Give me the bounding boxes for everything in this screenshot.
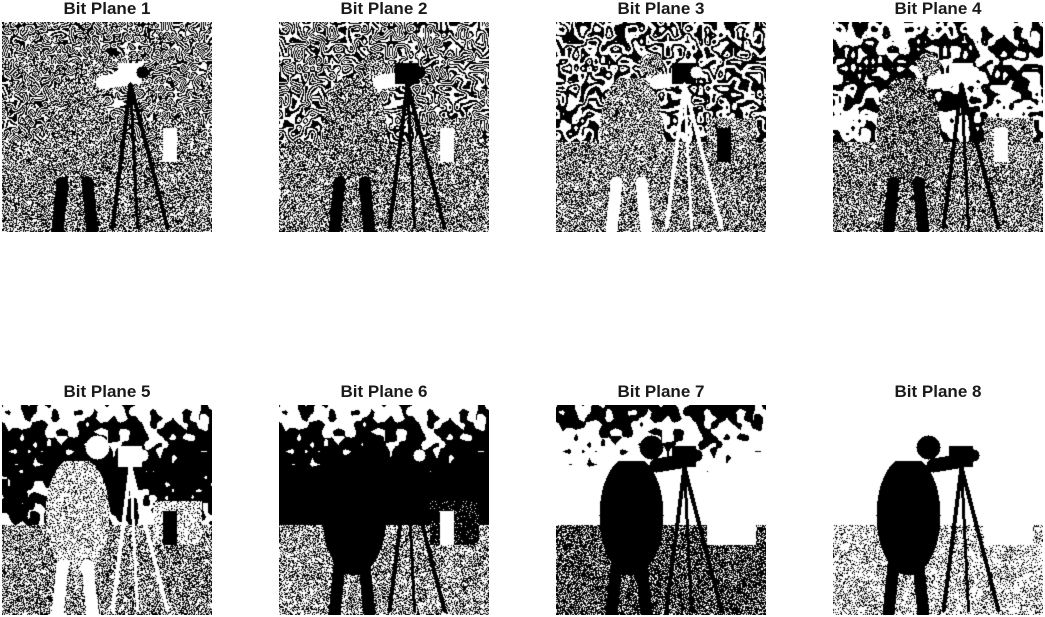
bit-plane-image <box>2 405 212 615</box>
bit-plane-panel-7: Bit Plane 7 <box>556 383 766 615</box>
panel-title: Bit Plane 2 <box>340 0 428 18</box>
bit-plane-panel-2: Bit Plane 2 <box>279 0 489 232</box>
bit-plane-image <box>279 22 489 232</box>
bit-plane-image <box>833 405 1043 615</box>
bit-plane-image <box>2 22 212 232</box>
bit-plane-image <box>279 405 489 615</box>
bit-plane-panel-1: Bit Plane 1 <box>2 0 212 232</box>
bit-plane-image <box>556 22 766 232</box>
bit-plane-panel-8: Bit Plane 8 <box>833 383 1043 615</box>
bit-plane-panel-4: Bit Plane 4 <box>833 0 1043 232</box>
panel-title: Bit Plane 3 <box>617 0 705 18</box>
bit-plane-image <box>556 405 766 615</box>
panel-title: Bit Plane 4 <box>894 0 982 18</box>
bit-plane-panel-6: Bit Plane 6 <box>279 383 489 615</box>
panel-title: Bit Plane 7 <box>617 382 705 401</box>
bit-plane-image <box>833 22 1043 232</box>
panel-title: Bit Plane 8 <box>894 382 982 401</box>
panel-title: Bit Plane 1 <box>63 0 151 18</box>
panel-title: Bit Plane 6 <box>340 382 428 401</box>
panel-title: Bit Plane 5 <box>63 382 151 401</box>
bit-plane-panel-3: Bit Plane 3 <box>556 0 766 232</box>
bit-plane-panel-5: Bit Plane 5 <box>2 383 212 615</box>
